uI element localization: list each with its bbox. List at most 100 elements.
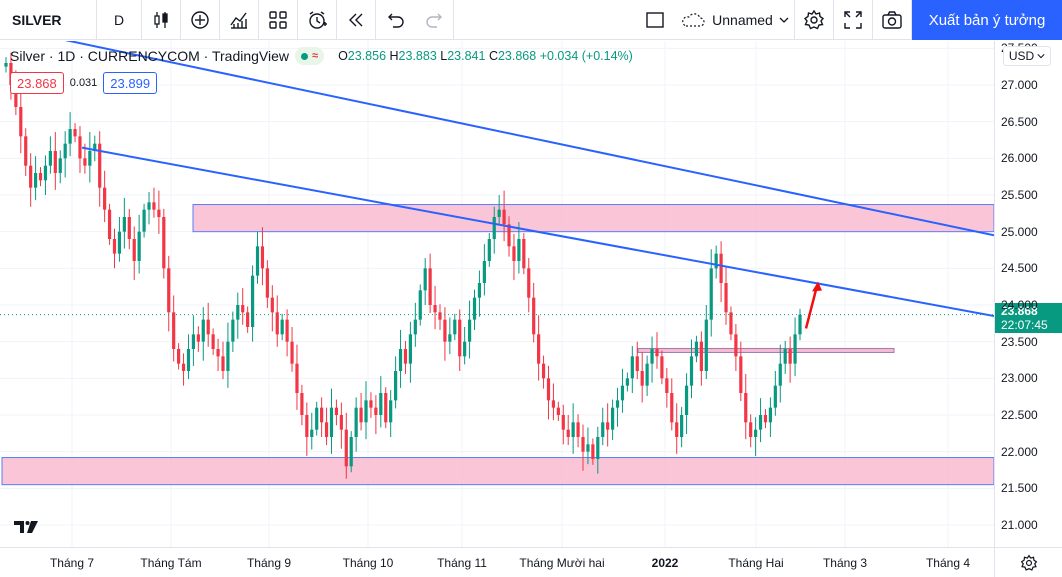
- alert-button[interactable]: [298, 0, 337, 40]
- price-axis[interactable]: 23.868 22:07:45 27.50027.00026.50026.000…: [994, 41, 1062, 547]
- candle-body: [482, 261, 486, 283]
- snapshot-button[interactable]: [873, 0, 912, 40]
- compare-button[interactable]: [181, 0, 220, 40]
- candle-body: [522, 239, 526, 269]
- candle-body: [635, 356, 639, 371]
- candle-body: [260, 246, 265, 269]
- buy-price-button[interactable]: 23.899: [103, 72, 158, 94]
- candle-body: [694, 341, 699, 357]
- candle-body: [265, 268, 269, 298]
- candle-body: [53, 151, 57, 173]
- candle-body: [384, 393, 388, 423]
- candle-body: [438, 312, 442, 320]
- price-tick-label: 24.500: [1001, 261, 1038, 276]
- candle-body: [196, 334, 200, 342]
- candle-body: [423, 268, 427, 291]
- candle-body: [596, 437, 600, 459]
- candle-body: [532, 297, 536, 335]
- symbol-search-button[interactable]: SILVER: [0, 0, 97, 40]
- candle-body: [236, 305, 240, 320]
- candle-body: [739, 356, 743, 393]
- candle-body: [477, 283, 482, 298]
- camera-icon: [882, 10, 902, 29]
- candle-body: [601, 422, 605, 437]
- symbol-label: SILVER: [12, 11, 62, 28]
- arrow-head: [812, 281, 822, 292]
- chart-type-button[interactable]: [142, 0, 181, 40]
- candle-body: [19, 107, 23, 137]
- fullscreen-icon: [844, 10, 862, 29]
- pill-symbol: ≈: [312, 50, 319, 62]
- candle-body: [408, 334, 412, 364]
- candle-body: [98, 143, 102, 188]
- redo-icon: [426, 13, 442, 28]
- candle-body: [463, 341, 467, 357]
- legend-title[interactable]: Silver · 1D · CURRENCYCOM · TradingView: [10, 48, 290, 64]
- templates-button[interactable]: [259, 0, 298, 40]
- candle-body: [773, 385, 777, 408]
- neckline-zone: [637, 347, 895, 353]
- price-tick-label: 23.000: [1001, 371, 1038, 386]
- low-label: L: [440, 49, 448, 63]
- indicators-button[interactable]: [220, 0, 259, 40]
- candle-body: [43, 165, 48, 181]
- price-tick-label: 25.000: [1001, 224, 1038, 239]
- candle-body: [172, 312, 176, 349]
- interval-button[interactable]: D: [97, 0, 142, 40]
- undo-button[interactable]: [376, 0, 415, 40]
- replay-button[interactable]: [337, 0, 376, 40]
- fullscreen-button[interactable]: [834, 0, 873, 40]
- arrow-shaft: [804, 285, 819, 329]
- chart-settings-corner[interactable]: [994, 547, 1062, 577]
- candle-body: [14, 85, 18, 107]
- price-chart[interactable]: [0, 41, 994, 547]
- layout-name-button[interactable]: Unnamed: [675, 0, 795, 40]
- candle-body: [512, 246, 516, 261]
- tradingview-logo[interactable]: [12, 518, 40, 536]
- quote-badges: 23.868 0.031 23.899: [10, 72, 158, 94]
- candle-body: [699, 341, 703, 371]
- price-tick-label: 26.500: [1001, 114, 1038, 129]
- candle-body: [537, 334, 541, 364]
- candle-body: [344, 429, 348, 467]
- time-tick-label: Tháng Mười hai: [519, 556, 605, 570]
- layout-button[interactable]: [635, 0, 675, 40]
- time-axis[interactable]: Tháng 7 Tháng Tám Tháng 9 Tháng 10 Tháng 11 T…: [0, 547, 994, 577]
- time-tick-label: Tháng 4: [925, 556, 971, 570]
- candle-body: [270, 297, 274, 313]
- currency-button[interactable]: USD: [1003, 46, 1051, 66]
- candle-body: [157, 209, 161, 217]
- candle-body: [625, 378, 629, 386]
- candle-body: [650, 349, 654, 364]
- candle-body: [241, 305, 245, 313]
- candle-body: [389, 400, 393, 423]
- candle-body: [4, 63, 8, 67]
- candle-body: [541, 363, 546, 379]
- publish-idea-button[interactable]: Xuất bản ý tưởng: [912, 0, 1062, 40]
- market-status-pill[interactable]: ≈: [295, 47, 325, 65]
- candle-body: [300, 393, 304, 415]
- candle-body: [487, 239, 491, 261]
- candle-body: [324, 422, 329, 437]
- candle-body: [576, 422, 580, 437]
- candle-body: [147, 202, 151, 210]
- sell-price-button[interactable]: 23.868: [10, 72, 64, 94]
- candle-body: [517, 239, 521, 261]
- ohlc-values: O23.856 H23.883 L23.841 C23.868 +0.034 (…: [338, 49, 633, 63]
- candle-body: [428, 268, 432, 305]
- redo-button[interactable]: [415, 0, 454, 40]
- candle-body: [191, 334, 196, 349]
- candle-body: [689, 356, 694, 386]
- candle-body: [527, 268, 531, 298]
- candle-body: [320, 407, 324, 423]
- layout-icon: [646, 11, 664, 28]
- price-tick-label: 25.500: [1001, 188, 1038, 202]
- cloud-icon: [682, 12, 705, 27]
- settings-button[interactable]: [795, 0, 834, 40]
- last-price-badge: 23.868 22:07:45: [995, 302, 1062, 333]
- candle-body: [709, 268, 713, 320]
- candle-body: [413, 319, 417, 335]
- candle-body: [339, 415, 343, 430]
- candle-body: [127, 217, 131, 239]
- candles-icon: [154, 11, 168, 28]
